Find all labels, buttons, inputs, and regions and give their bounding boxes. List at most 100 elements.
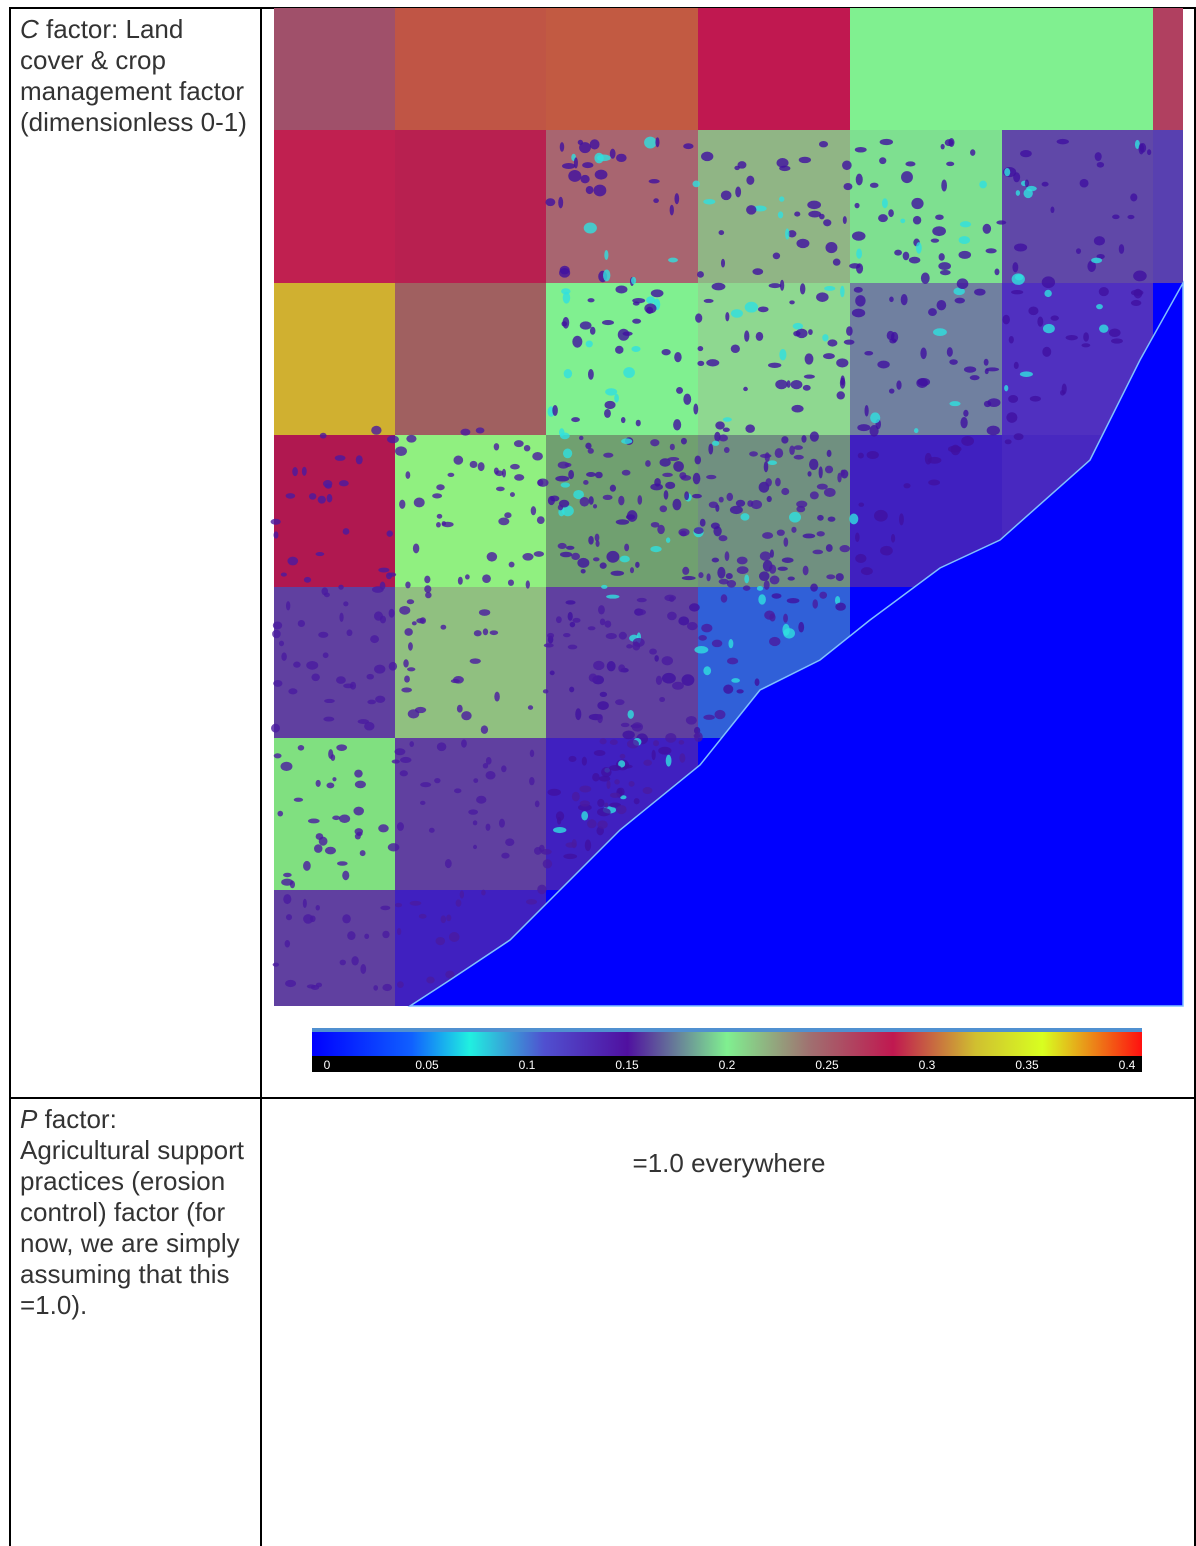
map-speckle (389, 609, 395, 618)
map-speckle (1109, 328, 1121, 337)
map-speckle (593, 504, 597, 508)
map-speckle (281, 762, 293, 771)
map-speckle (481, 725, 488, 734)
map-speckle (826, 544, 833, 552)
map-speckle (946, 162, 954, 166)
map-speckle (913, 216, 921, 225)
map-speckle (1095, 152, 1102, 161)
map-speckle (793, 331, 800, 337)
map-speckle (824, 286, 835, 291)
map-speckle (788, 576, 795, 580)
map-speckle (723, 417, 732, 422)
map-speckle (855, 147, 867, 153)
map-speckle (1025, 180, 1029, 187)
map-speckle (849, 513, 858, 524)
map-speckle (543, 859, 553, 868)
map-speckle (731, 309, 743, 318)
map-speckle (659, 697, 665, 702)
map-speckle (325, 484, 332, 489)
map-speckle (1139, 143, 1144, 154)
map-speckle (986, 248, 997, 253)
map-speckle (905, 161, 915, 166)
map-speckle (880, 139, 893, 145)
map-speckle (744, 574, 749, 583)
map-speckle (437, 514, 443, 519)
map-speckle (789, 300, 794, 304)
map-speckle (447, 473, 454, 477)
map-speckle (424, 576, 430, 584)
map-speckle (857, 424, 870, 431)
map-speckle (325, 847, 336, 855)
map-speckle (963, 410, 968, 417)
map-speckle (799, 157, 811, 163)
map-speckle (933, 328, 947, 336)
map-speckle (670, 205, 674, 216)
map-speckle (775, 448, 784, 458)
map-speckle (353, 807, 364, 816)
map-speckle (303, 899, 307, 908)
map-speckle (870, 412, 880, 423)
map-speckle (561, 288, 570, 294)
map-speckle (558, 543, 567, 549)
map-speckle (600, 738, 607, 744)
map-speckle (858, 453, 864, 459)
map-speckle (410, 901, 422, 906)
map-speckle (901, 171, 913, 183)
map-block (274, 738, 395, 890)
map-speckle (445, 859, 452, 868)
map-speckle (703, 199, 715, 204)
map-speckle (1076, 248, 1081, 254)
map-speckle (743, 387, 748, 391)
map-speckle (508, 579, 514, 585)
map-speckle (584, 223, 597, 234)
map-speckle (271, 519, 281, 525)
map-block (698, 130, 850, 283)
map-speckle (499, 819, 505, 828)
map-speckle (572, 618, 580, 623)
map-speckle (835, 603, 846, 611)
map-speckle (855, 554, 866, 563)
map-speckle (746, 205, 756, 215)
map-speckle (704, 299, 714, 303)
map-speckle (758, 594, 766, 604)
map-speckle (706, 573, 710, 581)
colorbar-label: 0.15 (615, 1058, 639, 1072)
map-speckle (843, 183, 852, 190)
map-speckle (606, 595, 619, 599)
map-speckle (598, 605, 605, 614)
map-speckle (769, 637, 780, 646)
map-speckle (796, 239, 809, 248)
map-speckle (650, 439, 659, 446)
map-speckle (960, 417, 967, 428)
map-speckle (783, 628, 795, 638)
map-speckle (604, 250, 608, 260)
map-speckle (597, 808, 611, 816)
map-speckle (621, 723, 630, 727)
map-speckle (785, 228, 789, 239)
map-speckle (1096, 304, 1103, 309)
map-speckle (548, 496, 555, 505)
map-speckle (486, 824, 491, 831)
map-speckle (397, 822, 404, 831)
map-speckle (1099, 287, 1109, 296)
map-speckle (743, 585, 751, 590)
map-speckle (824, 488, 836, 497)
map-speckle (938, 262, 951, 270)
map-speckle (589, 674, 598, 682)
map-speckle (332, 777, 336, 781)
map-speckle (706, 475, 716, 479)
map-speckle (316, 780, 321, 787)
map-speckle (1020, 371, 1033, 377)
map-speckle (395, 446, 407, 456)
map-speckle (622, 470, 631, 476)
map-speckle (844, 340, 855, 345)
map-speckle (565, 600, 575, 604)
map-speckle (634, 798, 640, 804)
map-speckle (319, 837, 328, 846)
map-speckle (643, 787, 653, 794)
map-speckle (616, 519, 630, 525)
map-speckle (604, 803, 608, 808)
map-speckle (840, 286, 845, 298)
map-speckle (692, 180, 700, 187)
map-block (850, 283, 1002, 435)
